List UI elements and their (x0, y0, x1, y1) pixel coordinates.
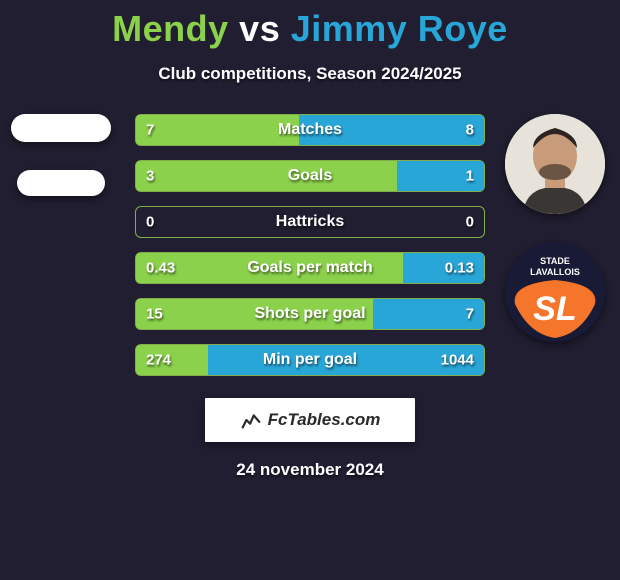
stat-value-right: 8 (466, 122, 474, 139)
stat-value-right: 1044 (441, 352, 474, 369)
content-area: STADE LAVALLOIS SL 7 Matches 8 3 Goals 1 0 Hatt… (0, 114, 620, 376)
stat-fill-left (136, 161, 397, 191)
stat-bars: 7 Matches 8 3 Goals 1 0 Hattricks 0 0.43 Goals per… (135, 114, 485, 376)
right-avatar-column: STADE LAVALLOIS SL (500, 114, 610, 342)
stat-value-left: 7 (146, 122, 154, 139)
stat-label: Matches (278, 121, 342, 139)
stat-value-left: 15 (146, 306, 163, 323)
stat-row: 274 Min per goal 1044 (135, 344, 485, 376)
logo-text-mid: LAVALLOIS (530, 267, 580, 277)
player1-avatar (11, 114, 111, 142)
stat-label: Hattricks (276, 213, 344, 231)
stat-value-right: 7 (466, 306, 474, 323)
logo-text-top: STADE (540, 256, 570, 266)
player1-name: Mendy (112, 8, 229, 49)
stat-row: 3 Goals 1 (135, 160, 485, 192)
stat-value-left: 0 (146, 214, 154, 231)
stade-lavallois-icon: STADE LAVALLOIS SL (505, 242, 605, 342)
stat-value-left: 0.43 (146, 260, 175, 277)
stat-fill-left (136, 115, 299, 145)
left-avatar-column (6, 114, 116, 196)
stat-value-left: 3 (146, 168, 154, 185)
vs-text: vs (239, 8, 280, 49)
subtitle: Club competitions, Season 2024/2025 (0, 64, 620, 84)
stat-label: Goals per match (247, 259, 372, 277)
stat-label: Min per goal (263, 351, 357, 369)
player2-photo-icon (505, 114, 605, 214)
player2-avatar (505, 114, 605, 214)
comparison-title: Mendy vs Jimmy Roye (0, 0, 620, 50)
stat-label: Goals (288, 167, 332, 185)
fctables-icon (240, 409, 262, 431)
stat-row: 15 Shots per goal 7 (135, 298, 485, 330)
footer-brand-text: FcTables.com (268, 410, 381, 430)
stat-row: 7 Matches 8 (135, 114, 485, 146)
logo-text-sl: SL (533, 290, 576, 328)
footer-brand-badge: FcTables.com (205, 398, 415, 442)
player2-name: Jimmy Roye (291, 8, 508, 49)
player1-club-logo (17, 170, 105, 196)
stat-value-right: 0 (466, 214, 474, 231)
player2-club-logo: STADE LAVALLOIS SL (505, 242, 605, 342)
stat-value-right: 1 (466, 168, 474, 185)
stat-label: Shots per goal (254, 305, 365, 323)
stat-value-right: 0.13 (445, 260, 474, 277)
stat-value-left: 274 (146, 352, 171, 369)
stat-row: 0.43 Goals per match 0.13 (135, 252, 485, 284)
comparison-date: 24 november 2024 (0, 460, 620, 480)
stat-row: 0 Hattricks 0 (135, 206, 485, 238)
